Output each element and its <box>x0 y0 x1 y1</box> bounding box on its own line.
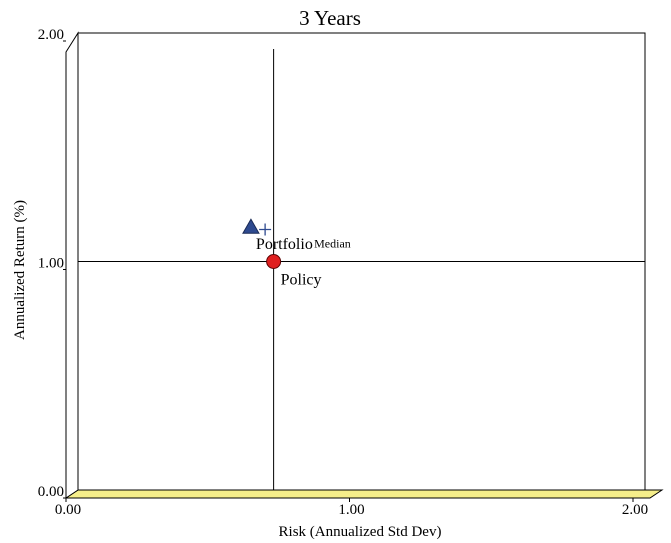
plot-frame <box>64 31 664 499</box>
x-tick-label: 1.00 <box>338 502 364 518</box>
chart-title: 3 Years <box>299 6 361 30</box>
median-label: Median <box>314 237 351 251</box>
plot-floor <box>64 489 664 499</box>
y-tick-label: 1.00 <box>38 256 64 272</box>
crosshair <box>78 49 645 490</box>
median-marker <box>259 223 272 236</box>
axis-ticks: 0.00 1.00 2.00 0.00 1.00 2.00 <box>38 27 648 518</box>
x-tick-label: 0.00 <box>55 502 81 518</box>
policy-label: Policy <box>281 272 322 289</box>
y-tick-label: 0.00 <box>38 484 64 500</box>
policy-marker <box>266 254 282 269</box>
y-axis-label: Annualized Return (%) <box>12 200 28 340</box>
portfolio-label: Portfolio <box>256 236 313 253</box>
plot-left-wall <box>65 31 79 499</box>
data-points: Portfolio Median Policy <box>242 218 351 289</box>
y-tick-label: 2.00 <box>38 27 64 43</box>
x-tick-label: 2.00 <box>622 502 648 518</box>
portfolio-marker <box>242 218 260 234</box>
x-axis-label: Risk (Annualized Std Dev) <box>279 524 442 540</box>
